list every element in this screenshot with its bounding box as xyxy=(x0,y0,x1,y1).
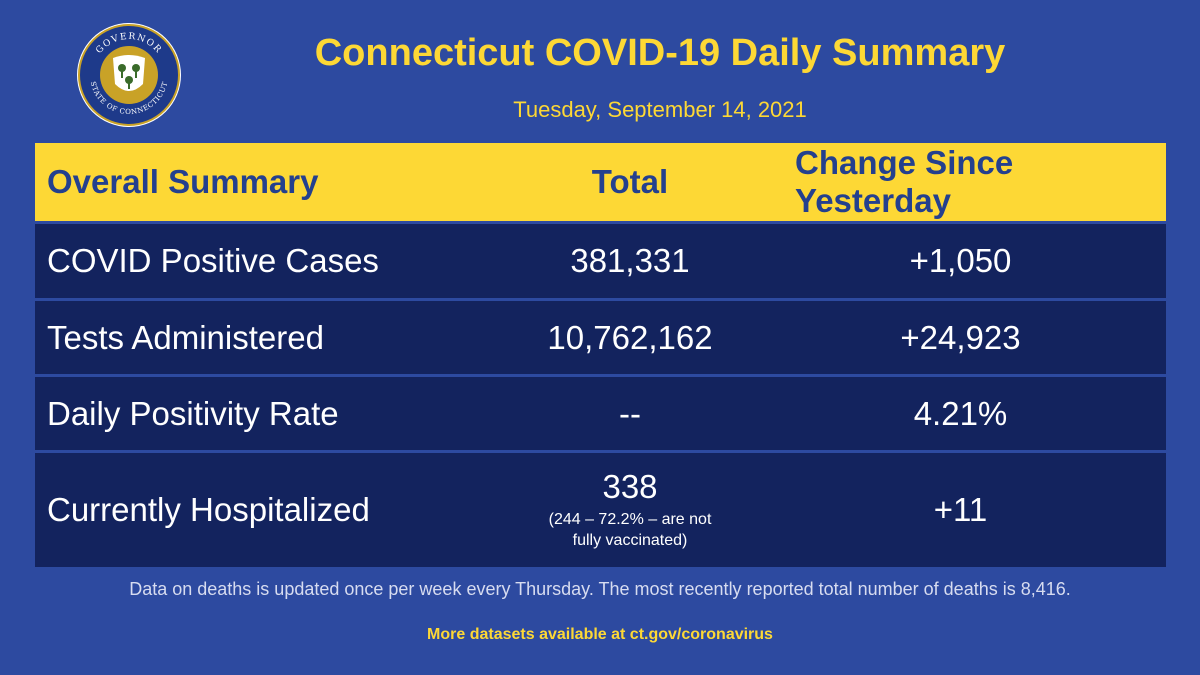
summary-table: Overall Summary Total Change Since Yeste… xyxy=(35,143,1166,567)
row-change: 4.21% xyxy=(913,394,1008,432)
table-row: Daily Positivity Rate -- 4.21% xyxy=(35,377,1166,450)
table-row: Tests Administered 10,762,162 +24,923 xyxy=(35,301,1166,374)
state-seal-logo: GOVERNOR STATE OF CONNECTICUT xyxy=(77,23,181,127)
row-total-note-line2: fully vaccinated) xyxy=(572,532,688,549)
row-total-cell: 338 (244 – 72.2% – are not fully vaccina… xyxy=(505,469,755,551)
page-title: Connecticut COVID-19 Daily Summary xyxy=(314,32,1006,74)
table-row: Currently Hospitalized 338 (244 – 72.2% … xyxy=(35,453,1166,567)
column-header-change: Change Since Yesterday xyxy=(795,144,1014,219)
row-total: 338 xyxy=(602,468,658,505)
row-total-note-line1: (244 – 72.2% – are not xyxy=(548,511,712,528)
more-datasets-link[interactable]: More datasets available at ct.gov/corona… xyxy=(427,626,773,643)
row-label: Currently Hospitalized xyxy=(47,491,370,528)
report-date: Tuesday, September 14, 2021 xyxy=(513,97,807,122)
row-label: Daily Positivity Rate xyxy=(47,394,339,432)
column-header-overall-summary: Overall Summary xyxy=(47,163,319,200)
deaths-note: Data on deaths is updated once per week … xyxy=(129,579,1071,599)
row-total: -- xyxy=(619,394,641,432)
table-header-row: Overall Summary Total Change Since Yeste… xyxy=(35,143,1166,221)
row-label: Tests Administered xyxy=(47,318,324,356)
row-change: +24,923 xyxy=(900,318,1021,356)
row-change: +1,050 xyxy=(909,242,1012,279)
table-row: COVID Positive Cases 381,331 +1,050 xyxy=(35,224,1166,298)
row-label: COVID Positive Cases xyxy=(47,242,379,279)
column-header-total: Total xyxy=(591,163,669,200)
row-total: 381,331 xyxy=(570,242,690,279)
row-change: +11 xyxy=(933,491,988,528)
row-total: 10,762,162 xyxy=(547,318,713,356)
